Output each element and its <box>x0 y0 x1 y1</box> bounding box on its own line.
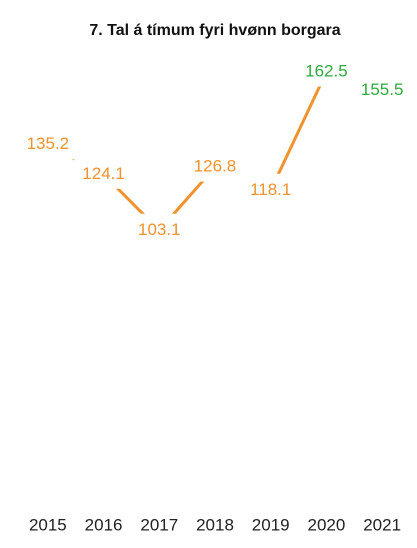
x-tick-label: 2016 <box>85 515 123 534</box>
label-background <box>185 150 245 182</box>
value-label: 126.8 <box>194 157 237 176</box>
value-label: 118.1 <box>250 180 291 199</box>
x-tick-label: 2015 <box>29 515 67 534</box>
label-background <box>352 74 412 106</box>
label-background <box>18 128 78 160</box>
value-labels: 135.2 124.1 103.1 126.8 118.1 162.5 155.5 <box>18 55 412 245</box>
label-background <box>130 213 189 245</box>
label-background <box>297 55 356 87</box>
label-background <box>242 173 300 205</box>
chart-title: 7. Tal á tímum fyri hvønn borgara <box>89 22 340 39</box>
x-tick-label: 2018 <box>196 515 234 534</box>
x-tick-label: 2019 <box>252 515 290 534</box>
value-label: 124.1 <box>82 164 125 183</box>
value-label: 162.5 <box>305 61 348 80</box>
value-label: 155.5 <box>361 80 404 99</box>
x-tick-label: 2021 <box>363 515 401 534</box>
value-label: 135.2 <box>27 134 70 153</box>
value-label: 103.1 <box>138 220 181 239</box>
label-background <box>74 157 133 189</box>
x-tick-label: 2020 <box>308 515 346 534</box>
x-tick-label: 2017 <box>140 515 178 534</box>
